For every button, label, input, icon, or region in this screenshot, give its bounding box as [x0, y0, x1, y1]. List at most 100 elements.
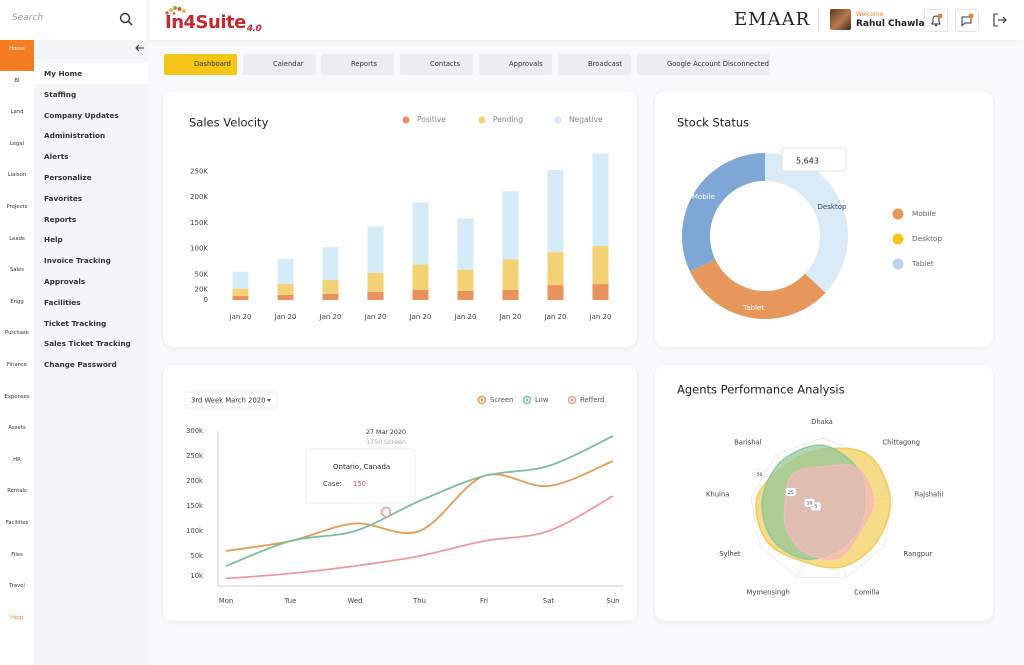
menu-item[interactable]: Help: [44, 235, 63, 245]
module-item[interactable]: BI: [0, 72, 34, 103]
legend-label: Negative: [569, 115, 603, 124]
bar-segment: [232, 288, 249, 296]
module-item[interactable]: Help: [0, 609, 34, 640]
menu-item[interactable]: Change Password: [44, 360, 117, 370]
tooltip-field: Case:: [323, 480, 342, 488]
bar-segment: [277, 258, 294, 285]
module-label: Land: [10, 109, 24, 116]
bar-segment: [232, 295, 249, 300]
menu-item[interactable]: Favorites: [44, 193, 83, 203]
module-item[interactable]: Liaison: [0, 166, 34, 197]
module-item[interactable]: Projects: [0, 198, 34, 229]
menu-item[interactable]: Personalize: [44, 173, 92, 182]
module-label: Files: [11, 551, 23, 558]
r-tick-label: 50: [757, 472, 763, 478]
bar-segment: [412, 289, 429, 300]
messages-button[interactable]: [955, 9, 979, 32]
legend-marker: [402, 116, 410, 124]
menu-item[interactable]: Ticket Tracking: [44, 318, 107, 328]
module-item[interactable]: Facilities: [0, 514, 34, 545]
tab-button[interactable]: Reports: [321, 54, 394, 75]
module-item[interactable]: HR: [0, 451, 34, 482]
module-item[interactable]: Finance: [0, 356, 34, 387]
bar-segment: [457, 269, 474, 291]
x-tick-label: Wed: [348, 597, 363, 605]
module-label: Travel: [9, 583, 25, 590]
chart: Sales Velocity Positive Pending Negative 0 20…: [189, 115, 611, 321]
x-tick-label: Fri: [480, 597, 488, 605]
logo[interactable]: In4Suite4.0: [165, 12, 262, 34]
menu-item[interactable]: Sales Ticket Tracking: [44, 339, 131, 349]
menu-item[interactable]: Approvals: [44, 277, 86, 286]
module-item[interactable]: Engg: [0, 293, 34, 324]
y-tick-label: 100K: [190, 245, 208, 253]
message-icon: [961, 13, 974, 27]
x-tick-label: Jan 20: [544, 313, 567, 321]
chart: Stock Status Mobile Desktop Tablet Mobile Des…: [677, 116, 942, 319]
module-label: Purchase: [4, 330, 30, 337]
x-tick-label: Jan 20: [319, 313, 342, 321]
notification-button[interactable]: [924, 9, 948, 32]
trend-card: 3rd Week March 2020 Screen Low Refferd 10k 50…: [163, 365, 637, 621]
axis-label: Khulna: [706, 491, 729, 499]
tab-label: Contacts: [430, 60, 460, 68]
menu-item[interactable]: Facilities: [44, 297, 81, 307]
module-item[interactable]: Leads: [0, 230, 34, 261]
donut-segment: [765, 153, 848, 293]
axis-label: Barishal: [734, 439, 762, 447]
collapse-arrow[interactable]: [134, 43, 146, 53]
sales-velocity-card: Sales Velocity Positive Pending Negative 0 20…: [163, 91, 637, 347]
menu-item[interactable]: My Home: [34, 63, 148, 84]
search-icon[interactable]: [119, 12, 133, 26]
module-item[interactable]: Legal: [0, 135, 34, 166]
legend-marker: [478, 116, 486, 124]
y-tick-label: 100k: [186, 527, 203, 535]
module-item[interactable]: Sales: [0, 261, 34, 292]
search-box[interactable]: Search: [0, 0, 149, 40]
bar-segment: [457, 218, 474, 270]
module-label: Home: [9, 46, 25, 52]
r-tick-label: 25: [788, 490, 794, 496]
logout-icon[interactable]: [992, 12, 1008, 28]
y-tick-label: 250k: [186, 452, 203, 460]
legend-marker-dot: [525, 398, 529, 402]
module-item[interactable]: Home: [0, 40, 34, 71]
y-tick-label: 200k: [186, 477, 203, 485]
legend-label: Refferd: [580, 396, 604, 404]
module-item[interactable]: Land: [0, 103, 34, 134]
tab-button[interactable]: Calendar: [243, 54, 316, 75]
module-item[interactable]: Assets: [0, 419, 34, 450]
tab-button[interactable]: Google Account Disconnected: [637, 54, 770, 75]
module-item[interactable]: Files: [0, 546, 34, 577]
avatar[interactable]: [830, 9, 851, 30]
tooltip-box: [305, 448, 416, 504]
menu-item[interactable]: Invoice Tracking: [44, 256, 111, 266]
legend-label: Tablet: [911, 259, 934, 268]
module-label: Help: [10, 614, 24, 621]
menu-item[interactable]: Reports: [44, 214, 77, 224]
menu-item[interactable]: Administration: [44, 131, 106, 141]
module-item[interactable]: Rentals: [0, 482, 34, 513]
user-name[interactable]: Rahul Chawla: [856, 19, 925, 29]
dropdown[interactable]: 3rd Week March 2020: [184, 391, 278, 409]
tab-button[interactable]: Dashboard: [164, 54, 237, 75]
tab-button[interactable]: Approvals: [479, 54, 552, 75]
menu-item[interactable]: Company Updates: [44, 110, 119, 120]
dropdown-label: 3rd Week March 2020: [191, 397, 265, 405]
menu-item[interactable]: Staffing: [44, 89, 77, 99]
menu-item[interactable]: Alerts: [44, 152, 69, 162]
donut-segment: [682, 153, 765, 272]
bar-segment: [367, 291, 384, 300]
tab-button[interactable]: Contacts: [400, 54, 473, 75]
module-item[interactable]: Travel: [0, 577, 34, 608]
axis-label: Mymensingh: [746, 589, 789, 597]
module-item[interactable]: Expenses: [0, 388, 34, 419]
axis-label: Rajshahi: [915, 491, 944, 499]
tab-button[interactable]: Broadcast: [558, 54, 631, 75]
x-tick-label: Sat: [543, 597, 554, 605]
y-tick-label: 10k: [190, 572, 203, 580]
module-item[interactable]: Purchase: [0, 324, 34, 355]
bar-segment: [277, 284, 294, 295]
dropdown-caret: [267, 399, 271, 402]
